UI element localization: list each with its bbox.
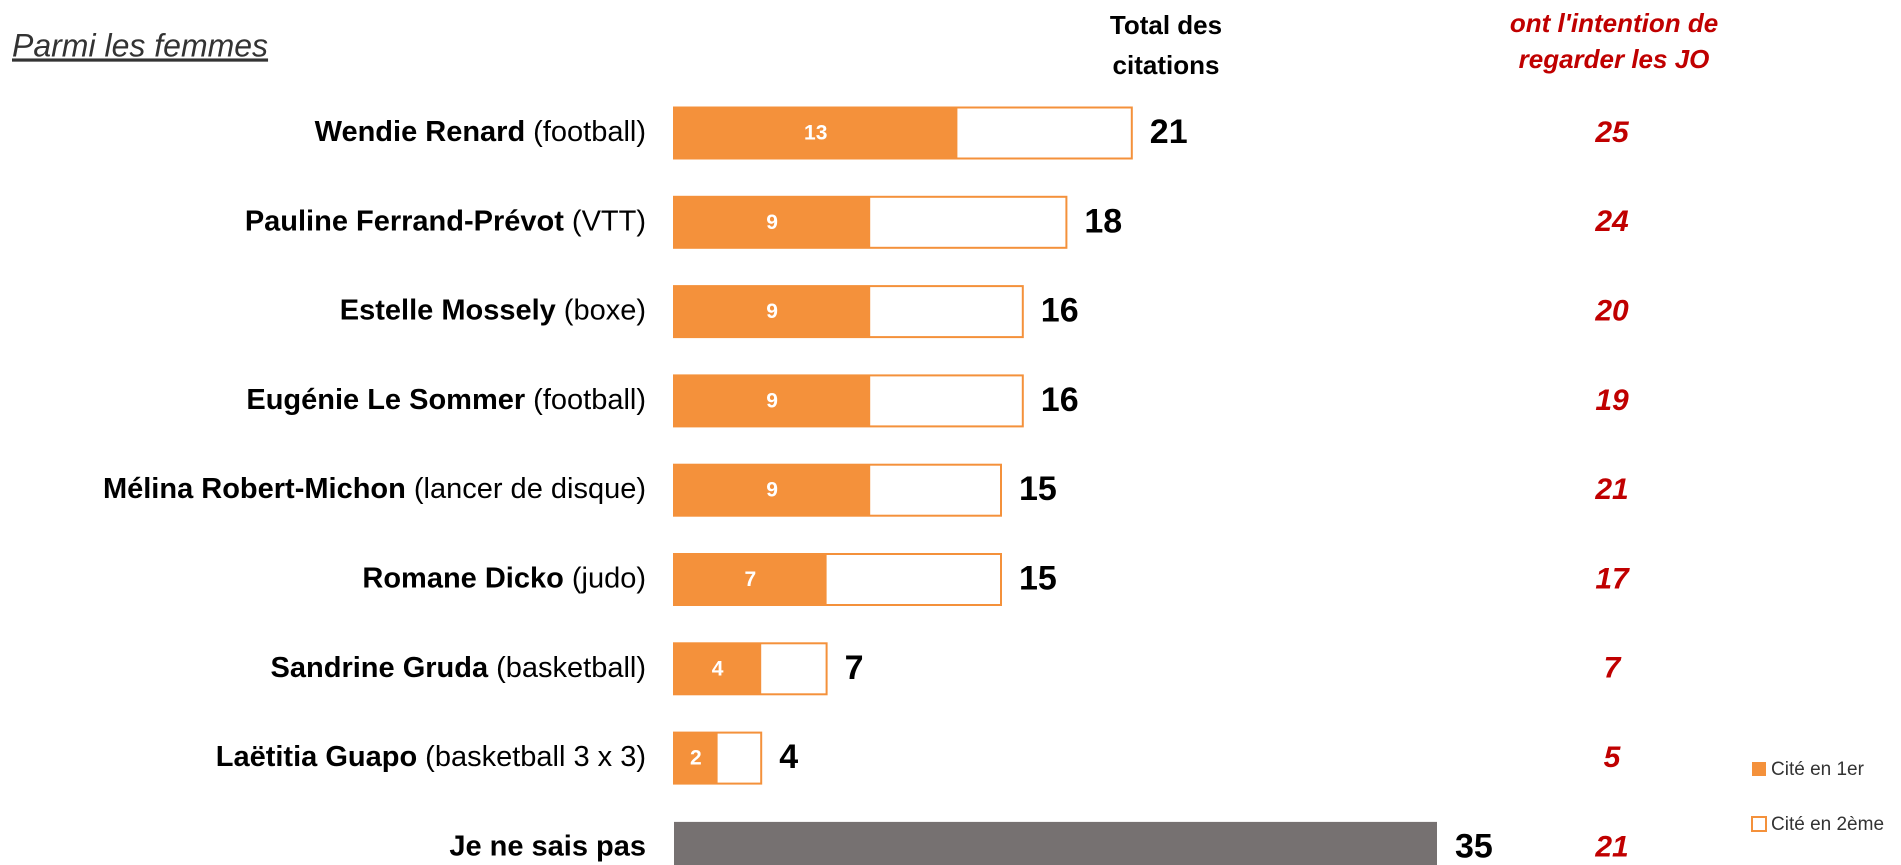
subgroup-value: 20	[1594, 295, 1629, 328]
category-detail: (judo)	[572, 562, 646, 594]
category-label: Laëtitia Guapo (basketball 3 x 3)	[216, 741, 646, 773]
category-detail: (basketball 3 x 3)	[425, 741, 646, 773]
category-label: Eugénie Le Sommer (football)	[246, 384, 646, 416]
segment-label: 4	[712, 657, 724, 680]
subgroup-value: 24	[1594, 205, 1629, 238]
category-name: Sandrine Gruda	[271, 651, 489, 683]
category-name: Je ne sais pas	[449, 830, 646, 862]
total-bar	[674, 821, 1437, 865]
category-label: Wendie Renard (football)	[315, 116, 646, 148]
bar-segment	[674, 643, 762, 695]
segment-label: 9	[766, 300, 778, 323]
total-header: citations	[1113, 50, 1220, 80]
segment-label: 13	[804, 122, 827, 145]
segment-label: 9	[766, 389, 778, 412]
bar-segment	[674, 375, 871, 427]
category-label: Pauline Ferrand-Prévot (VTT)	[245, 205, 646, 237]
subgroup-value: 21	[1594, 473, 1628, 506]
category-detail: (football)	[533, 116, 646, 148]
subgroup-header: ont l'intention de	[1510, 8, 1718, 38]
total-label: 16	[1041, 292, 1079, 330]
subgroup-value: 17	[1595, 562, 1630, 595]
category-label: Je ne sais pas	[449, 830, 646, 862]
total-label: 15	[1019, 470, 1057, 508]
subgroup-value: 5	[1604, 741, 1622, 774]
bar-segment	[674, 554, 827, 605]
category-detail: (boxe)	[564, 294, 646, 326]
category-name: Eugénie Le Sommer	[246, 384, 525, 416]
subgroup-value: 19	[1595, 384, 1629, 417]
bar-segment	[674, 196, 871, 248]
category-label: Estelle Mossely (boxe)	[340, 294, 646, 326]
subgroup-value: 25	[1594, 116, 1630, 149]
subgroup-value: 21	[1594, 830, 1628, 863]
category-name: Pauline Ferrand-Prévot	[245, 205, 564, 237]
category-detail: (basketball)	[496, 651, 646, 683]
total-label: 7	[845, 649, 864, 687]
category-name: Wendie Renard	[315, 116, 526, 148]
segment-label: 9	[766, 479, 778, 502]
category-label: Mélina Robert-Michon (lancer de disque)	[103, 473, 646, 505]
total-label: 4	[779, 738, 798, 776]
category-detail: (lancer de disque)	[414, 473, 646, 505]
category-name: Estelle Mossely	[340, 294, 556, 326]
total-header: Total des	[1110, 10, 1222, 40]
total-label: 16	[1041, 381, 1079, 419]
subgroup-header: regarder les JO	[1519, 44, 1710, 74]
segment-label: 7	[744, 568, 756, 591]
category-label: Sandrine Gruda (basketball)	[271, 651, 646, 683]
category-name: Laëtitia Guapo	[216, 741, 417, 773]
segment-label: 9	[766, 211, 778, 234]
segment-label: 2	[690, 747, 702, 770]
total-label: 15	[1019, 559, 1057, 597]
total-label: 18	[1084, 202, 1122, 240]
bar-segment	[674, 107, 958, 159]
subtitle: Parmi les femmes	[12, 27, 268, 63]
bar-segment	[674, 732, 718, 784]
legend-label: Cité en 1er	[1771, 759, 1865, 780]
category-detail: (football)	[533, 384, 646, 416]
legend-swatch	[1752, 762, 1766, 776]
category-name: Mélina Robert-Michon	[103, 473, 406, 505]
category-detail: (VTT)	[572, 205, 646, 237]
bar-segment	[674, 286, 871, 338]
category-name: Romane Dicko	[362, 562, 563, 594]
legend-label: Cité en 2ème	[1771, 814, 1884, 835]
subgroup-value: 7	[1604, 652, 1622, 685]
category-label: Romane Dicko (judo)	[362, 562, 646, 594]
total-label: 21	[1150, 113, 1188, 151]
legend-swatch	[1751, 816, 1767, 832]
bar-segment	[674, 464, 871, 516]
total-label: 35	[1455, 827, 1493, 865]
